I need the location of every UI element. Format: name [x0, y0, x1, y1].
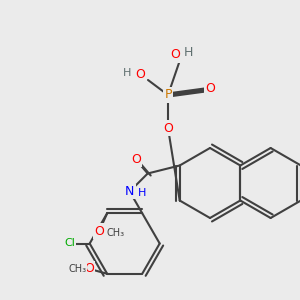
- Text: Cl: Cl: [64, 238, 75, 248]
- Text: N: N: [125, 185, 134, 198]
- Text: O: O: [94, 225, 104, 238]
- Text: O: O: [205, 82, 215, 94]
- Text: O: O: [131, 153, 141, 166]
- Text: O: O: [170, 49, 180, 62]
- Text: O: O: [163, 122, 173, 134]
- Text: CH₃: CH₃: [106, 228, 124, 238]
- Text: P: P: [164, 88, 172, 101]
- Text: CH₃: CH₃: [68, 264, 86, 274]
- Text: H: H: [138, 188, 146, 199]
- Text: H: H: [123, 68, 131, 78]
- Text: O: O: [135, 68, 145, 82]
- Text: H: H: [184, 46, 194, 59]
- Text: O: O: [84, 262, 94, 275]
